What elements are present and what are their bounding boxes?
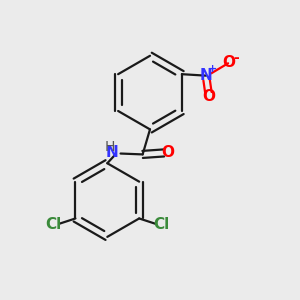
Text: Cl: Cl [153, 218, 169, 232]
Text: N: N [200, 68, 212, 83]
Text: -: - [233, 51, 239, 65]
Text: Cl: Cl [45, 218, 62, 232]
Text: O: O [161, 145, 175, 160]
Text: O: O [223, 55, 236, 70]
Text: N: N [106, 145, 118, 160]
Text: H: H [104, 140, 115, 154]
Text: +: + [208, 64, 217, 74]
Text: O: O [202, 89, 215, 104]
